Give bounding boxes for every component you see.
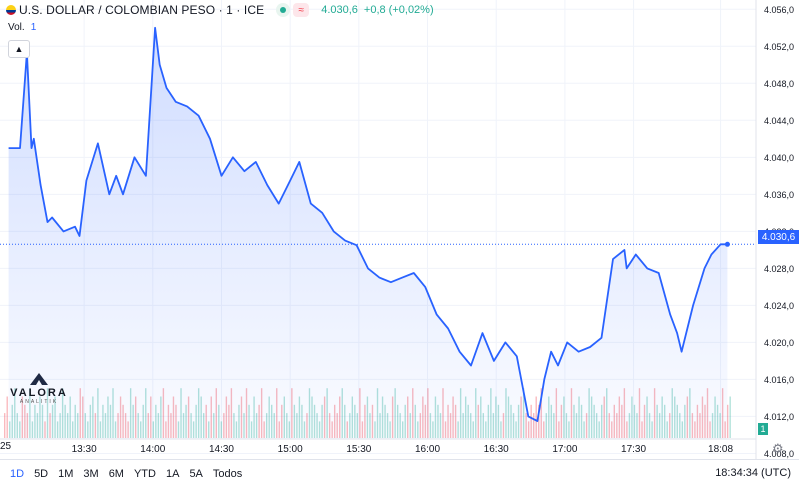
- range-selector: 1D 5D 1M 3M 6M YTD 1A 5A Todos: [6, 465, 248, 483]
- time-tick-label: 17:30: [621, 444, 646, 455]
- price-tick-label: 4.028,0: [764, 264, 794, 274]
- volume-bar: [535, 396, 537, 438]
- time-tick-label: 16:30: [484, 444, 509, 455]
- price-tick-label: 4.016,0: [764, 375, 794, 385]
- range-button-1m[interactable]: 1M: [58, 467, 74, 480]
- volume-bar: [726, 404, 729, 438]
- footer-toolbar: 1D 5D 1M 3M 6M YTD 1A 5A Todos 18:34:34 (UTC): [0, 459, 799, 487]
- utc-clock: 18:34:34 (UTC): [715, 467, 791, 479]
- gear-icon[interactable]: ⚙: [772, 441, 784, 456]
- time-tick-label: 13:30: [72, 444, 97, 455]
- price-tick-label: 4.020,0: [764, 338, 794, 348]
- range-button-6m[interactable]: 6M: [108, 467, 124, 480]
- logo-sub: ANALITIK: [19, 399, 59, 405]
- collapse-legend-button[interactable]: ▲: [8, 40, 30, 58]
- price-area: [8, 27, 728, 440]
- time-axis: 13:30 14:00 14:30 15:00 15:30 16:00 16:30 17:00…: [72, 444, 734, 455]
- colombia-flag-icon: [6, 5, 16, 15]
- price-tick-label: 4.056,0: [764, 5, 794, 15]
- price-tick-label: 4.008,0: [764, 449, 794, 459]
- market-open-icon[interactable]: [276, 3, 291, 17]
- last-price-tag: 4.030,6: [758, 230, 799, 244]
- price-tick-label: 4.048,0: [764, 79, 794, 89]
- price-tick-label: 4.040,0: [764, 153, 794, 163]
- volume-legend: Vol. 1: [8, 22, 36, 33]
- volume-bar: [6, 396, 8, 438]
- range-button-5a[interactable]: 5A: [189, 467, 203, 480]
- indicator-icon[interactable]: ≈: [293, 3, 310, 17]
- time-tick-label: 17:00: [552, 444, 577, 455]
- price-change: +0,8 (+0,02%): [363, 4, 434, 16]
- range-button-ytd[interactable]: YTD: [133, 467, 156, 480]
- price-tick-label: 4.036,0: [764, 190, 794, 200]
- range-button-todos[interactable]: Todos: [212, 467, 243, 480]
- time-tick-label: 15:00: [278, 444, 303, 455]
- range-button-1a[interactable]: 1A: [165, 467, 180, 480]
- volume-value: 1: [30, 22, 37, 33]
- volume-label: Vol.: [8, 22, 25, 33]
- logo-name: VALORA: [10, 387, 68, 399]
- volume-bar: [4, 413, 6, 438]
- time-tick-label: 16:00: [415, 444, 440, 455]
- time-tick-label: 14:30: [209, 444, 234, 455]
- time-tick-label: 14:00: [140, 444, 165, 455]
- chevron-up-icon: ▲: [14, 44, 24, 54]
- range-button-1d[interactable]: 1D: [10, 467, 25, 480]
- volume-bar: [729, 396, 731, 438]
- price-tick-label: 4.012,0: [764, 412, 794, 422]
- range-button-5d[interactable]: 5D: [34, 467, 49, 480]
- time-tick-label: 18:08: [708, 444, 733, 455]
- price-tick-label: 4.024,0: [764, 301, 794, 311]
- price-tick-label: 4.052,0: [764, 42, 794, 52]
- time-tick-label: 15:30: [346, 444, 371, 455]
- last-price: 4.030,6: [321, 4, 358, 16]
- range-button-3m[interactable]: 3M: [83, 467, 99, 480]
- volume-tag: 1: [758, 423, 768, 435]
- price-tick-label: 4.044,0: [764, 116, 794, 126]
- valora-logo: VALORA ANALITIK: [8, 372, 70, 405]
- symbol-title[interactable]: U.S. DOLLAR / COLOMBIAN PESO · 1 · ICE: [19, 3, 265, 17]
- price-line: [8, 26, 728, 422]
- partial-time-label: 25: [0, 441, 12, 452]
- last-price-dot: [724, 241, 730, 247]
- logo-mark-icon: [30, 373, 48, 385]
- symbol-header: U.S. DOLLAR / COLOMBIAN PESO · 1 · ICE ≈…: [0, 0, 434, 20]
